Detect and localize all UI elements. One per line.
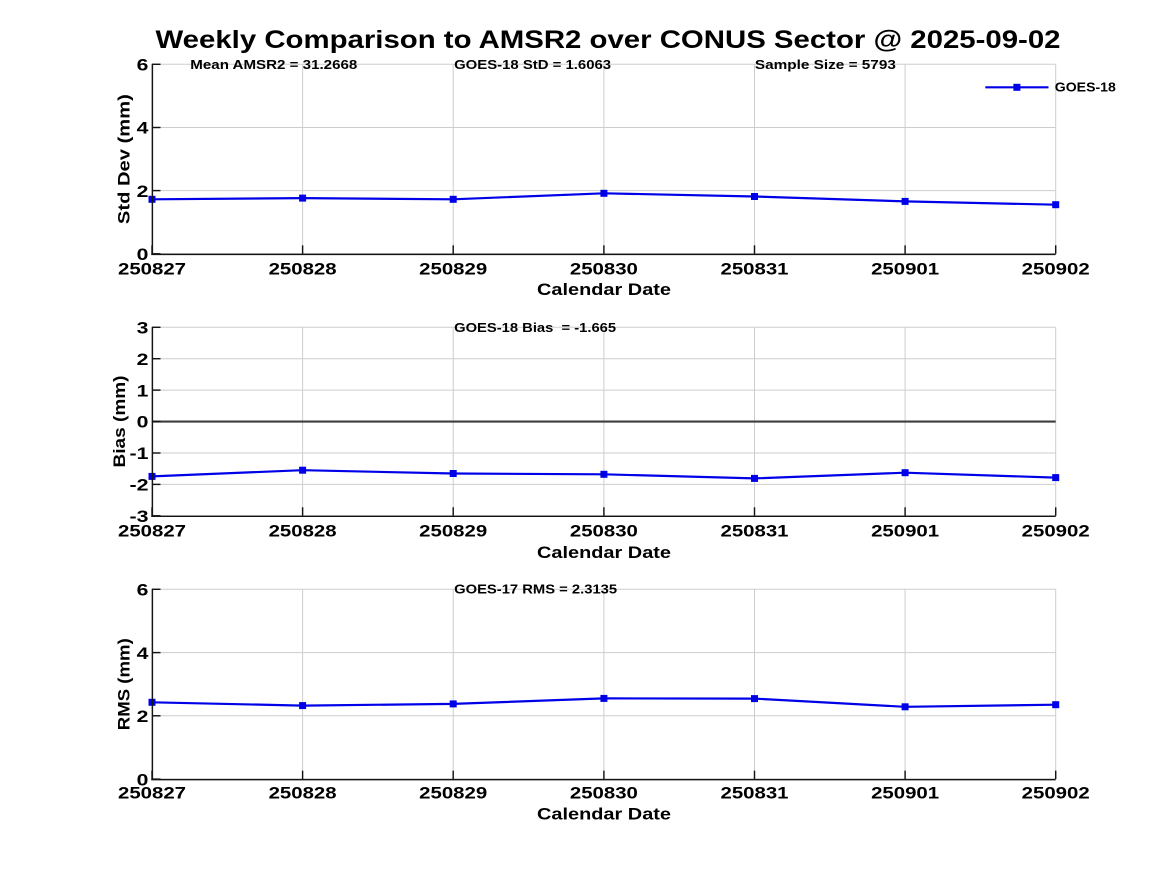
svg-text:-2: -2 bbox=[130, 476, 149, 495]
svg-text:250828: 250828 bbox=[269, 522, 337, 541]
svg-text:250902: 250902 bbox=[1022, 259, 1090, 278]
svg-text:250901: 250901 bbox=[871, 522, 939, 541]
svg-text:Calendar Date: Calendar Date bbox=[537, 280, 671, 299]
svg-text:Std Dev (mm): Std Dev (mm) bbox=[114, 94, 133, 224]
svg-text:250831: 250831 bbox=[721, 522, 789, 541]
svg-text:250901: 250901 bbox=[871, 784, 939, 803]
svg-text:250829: 250829 bbox=[419, 784, 487, 803]
svg-text:250901: 250901 bbox=[871, 259, 939, 278]
svg-text:GOES-18: GOES-18 bbox=[1055, 80, 1116, 95]
svg-text:250830: 250830 bbox=[570, 784, 638, 803]
svg-text:0: 0 bbox=[137, 413, 149, 432]
svg-text:0: 0 bbox=[137, 245, 149, 264]
svg-text:250829: 250829 bbox=[419, 522, 487, 541]
svg-text:GOES-17 RMS = 2.3135: GOES-17 RMS = 2.3135 bbox=[454, 582, 617, 597]
svg-text:Sample Size = 5793: Sample Size = 5793 bbox=[755, 57, 896, 72]
svg-text:250828: 250828 bbox=[269, 784, 337, 803]
svg-text:3: 3 bbox=[137, 319, 149, 338]
svg-text:2: 2 bbox=[137, 350, 149, 369]
svg-text:250829: 250829 bbox=[419, 259, 487, 278]
svg-text:250828: 250828 bbox=[269, 259, 337, 278]
svg-text:6: 6 bbox=[137, 581, 149, 600]
svg-text:1: 1 bbox=[137, 381, 149, 400]
svg-text:250827: 250827 bbox=[118, 784, 186, 803]
svg-text:Bias (mm): Bias (mm) bbox=[110, 376, 129, 468]
svg-text:250902: 250902 bbox=[1022, 522, 1090, 541]
svg-text:GOES-18 StD = 1.6063: GOES-18 StD = 1.6063 bbox=[454, 57, 611, 72]
svg-text:4: 4 bbox=[137, 644, 149, 663]
svg-text:6: 6 bbox=[137, 56, 149, 75]
svg-text:2: 2 bbox=[137, 707, 149, 726]
svg-text:Calendar Date: Calendar Date bbox=[537, 543, 671, 562]
svg-text:-3: -3 bbox=[130, 507, 149, 526]
svg-text:GOES-18 Bias = -1.665: GOES-18 Bias = -1.665 bbox=[454, 320, 616, 335]
svg-text:250830: 250830 bbox=[570, 259, 638, 278]
svg-text:Weekly Comparison to AMSR2 ove: Weekly Comparison to AMSR2 over CONUS Se… bbox=[156, 26, 1061, 54]
svg-text:250902: 250902 bbox=[1022, 784, 1090, 803]
svg-text:RMS (mm): RMS (mm) bbox=[114, 638, 133, 730]
svg-text:0: 0 bbox=[137, 770, 149, 789]
svg-text:2: 2 bbox=[137, 182, 149, 201]
svg-text:250831: 250831 bbox=[721, 259, 789, 278]
svg-text:-1: -1 bbox=[130, 444, 149, 463]
svg-text:Mean AMSR2 = 31.2668: Mean AMSR2 = 31.2668 bbox=[190, 57, 357, 72]
svg-text:250827: 250827 bbox=[118, 522, 186, 541]
svg-text:4: 4 bbox=[137, 119, 149, 138]
svg-text:Calendar Date: Calendar Date bbox=[537, 805, 671, 824]
svg-text:250831: 250831 bbox=[721, 784, 789, 803]
svg-text:250827: 250827 bbox=[118, 259, 186, 278]
svg-text:250830: 250830 bbox=[570, 522, 638, 541]
